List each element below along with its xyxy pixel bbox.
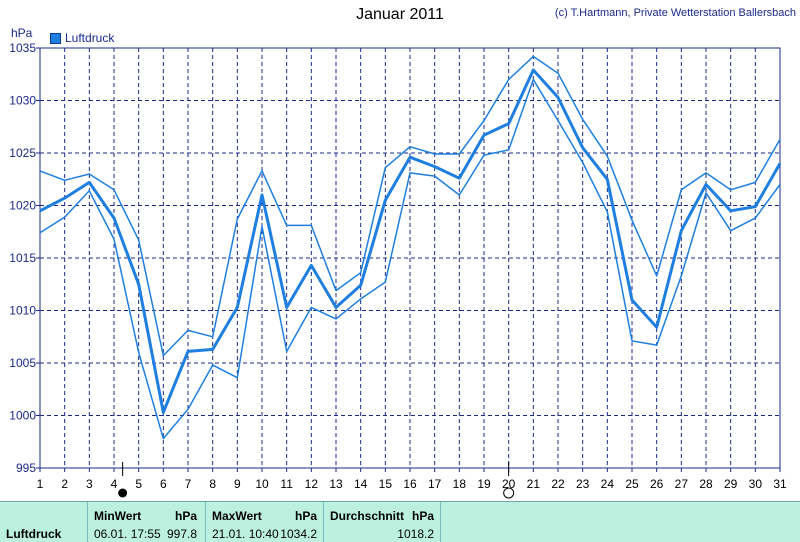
x-tick-label: 28 xyxy=(699,477,713,491)
x-tick-label: 21 xyxy=(527,477,541,491)
marker-max-icon xyxy=(503,487,515,499)
x-tick-label: 16 xyxy=(403,477,417,491)
x-tick-label: 17 xyxy=(428,477,442,491)
y-axis-ticks: 995 1000 1005 1010 1015 1020 1025 1030 1035 xyxy=(9,41,40,475)
y-tick-label: 995 xyxy=(16,461,36,475)
x-tick-label: 22 xyxy=(551,477,565,491)
x-tick-label: 3 xyxy=(86,477,93,491)
y-tick-label: 1025 xyxy=(9,146,36,160)
avg-header: Durchschnitt xyxy=(330,509,405,523)
series-lines xyxy=(39,55,782,440)
x-tick-label: 13 xyxy=(329,477,343,491)
y-tick-label: 1010 xyxy=(9,304,36,318)
x-tick-label: 25 xyxy=(625,477,639,491)
x-tick-label: 9 xyxy=(234,477,241,491)
x-tick-label: 18 xyxy=(453,477,467,491)
max-header: MaxWert xyxy=(212,509,262,523)
stats-avg-cell: Durchschnitt hPa 1018.2 xyxy=(324,502,441,542)
x-tick-label: 27 xyxy=(675,477,689,491)
legend-swatch xyxy=(50,32,61,44)
x-tick-label: 8 xyxy=(209,477,216,491)
x-tick-label: 19 xyxy=(477,477,491,491)
y-tick-label: 1015 xyxy=(9,251,36,265)
x-tick-label: 31 xyxy=(773,477,787,491)
x-tick-label: 2 xyxy=(61,477,68,491)
x-tick-label: 7 xyxy=(185,477,192,491)
x-tick-label: 12 xyxy=(305,477,319,491)
x-tick-label: 10 xyxy=(255,477,269,491)
x-tick-label: 1 xyxy=(37,477,44,491)
y-tick-label: 1005 xyxy=(9,356,36,370)
y-tick-label: 1020 xyxy=(9,199,36,213)
x-tick-label: 20 xyxy=(502,477,516,491)
x-axis-ticks: 1 2 3 4 5 6 7 8 9 10 11 12 13 14 15 16 17 18 19 20 21 22 23 24 2… xyxy=(37,468,787,491)
min-header: MinWert xyxy=(94,509,142,523)
min-unit: hPa xyxy=(174,509,197,523)
series-line-mean xyxy=(39,68,782,414)
y-tick-label: 1035 xyxy=(9,41,36,55)
stats-max-cell: MaxWert hPa 21.01. 10:40 1034.2 xyxy=(206,502,324,542)
marker-min-icon xyxy=(118,488,128,498)
y-tick-label: 1000 xyxy=(9,409,36,423)
avg-value: 1018.2 xyxy=(397,527,434,541)
legend: Luftdruck xyxy=(50,31,114,45)
x-tick-label: 29 xyxy=(724,477,738,491)
stats-bar: Luftdruck MinWert hPa 06.01. 17:55 997.8… xyxy=(0,501,800,542)
x-tick-label: 23 xyxy=(576,477,590,491)
y-axis-unit: hPa xyxy=(11,26,33,40)
min-time: 06.01. 17:55 xyxy=(94,527,161,541)
x-tick-label: 6 xyxy=(160,477,167,491)
chart-title: Januar 2011 xyxy=(356,6,444,23)
x-tick-label: 5 xyxy=(135,477,142,491)
copyright-note: (c) T.Hartmann, Private Wetterstation Ba… xyxy=(554,7,796,19)
max-unit: hPa xyxy=(294,509,317,523)
min-value: 997.8 xyxy=(166,527,197,541)
max-value: 1034.2 xyxy=(280,527,317,541)
legend-label: Luftdruck xyxy=(65,31,115,45)
y-tick-label: 1030 xyxy=(9,94,36,108)
x-tick-label: 11 xyxy=(280,477,293,491)
extreme-markers xyxy=(118,462,515,499)
x-tick-label: 14 xyxy=(354,477,368,491)
stats-label-cell: Luftdruck xyxy=(0,502,88,542)
series-line-max xyxy=(39,55,781,357)
stats-min-cell: MinWert hPa 06.01. 17:55 997.8 xyxy=(88,502,206,542)
x-tick-label: 24 xyxy=(601,477,615,491)
max-time: 21.01. 10:40 xyxy=(212,527,279,541)
avg-unit: hPa xyxy=(411,509,434,523)
x-tick-label: 15 xyxy=(379,477,393,491)
series-line-min xyxy=(39,78,781,440)
stats-row-label: Luftdruck xyxy=(6,527,62,541)
x-tick-label: 30 xyxy=(749,477,763,491)
grid xyxy=(39,47,781,469)
x-tick-label: 26 xyxy=(650,477,664,491)
x-tick-label: 4 xyxy=(111,477,118,491)
